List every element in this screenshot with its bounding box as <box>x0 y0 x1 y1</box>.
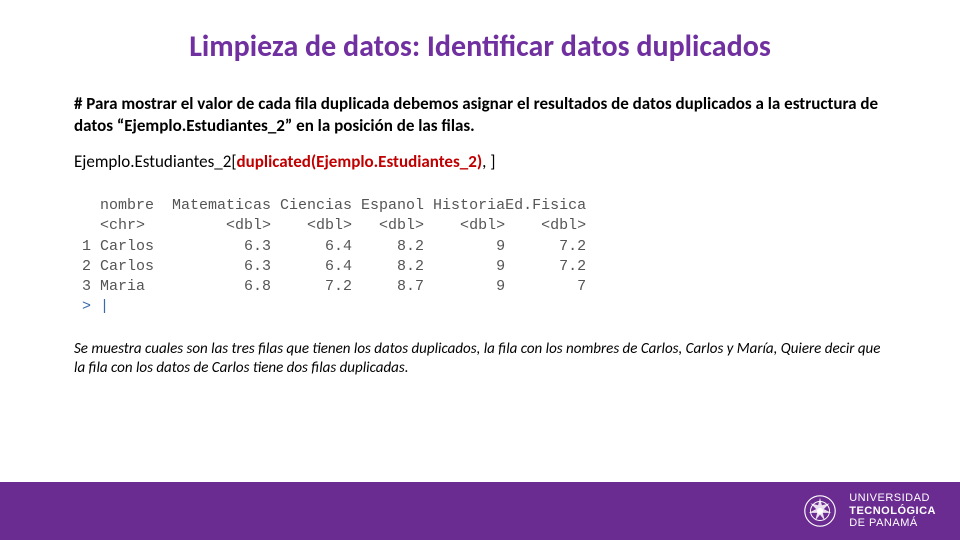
code-highlight: duplicated(Ejemplo.Estudiantes_2) <box>237 151 483 172</box>
intro-paragraph: # Para mostrar el valor de cada fila dup… <box>74 93 886 137</box>
console-output: nombre Matematicas Ciencias Espanol Hist… <box>74 190 694 328</box>
code-post: , ] <box>482 151 495 172</box>
university-logo: UNIVERSIDAD TECNOLÓGICA DE PANAMÁ <box>801 492 936 530</box>
code-line: Ejemplo.Estudiantes_2[duplicated(Ejemplo… <box>74 151 886 172</box>
caption-text: Se muestra cuales son las tres filas que… <box>74 332 886 379</box>
slide-title: Limpieza de datos: Identificar datos dup… <box>0 0 960 93</box>
footer-bar: UNIVERSIDAD TECNOLÓGICA DE PANAMÁ <box>0 482 960 540</box>
logo-mark-icon <box>801 492 839 530</box>
logo-line1: UNIVERSIDAD <box>849 492 936 505</box>
code-pre: Ejemplo.Estudiantes_2[ <box>74 151 237 172</box>
logo-line3: DE PANAMÁ <box>849 517 936 530</box>
slide-content: # Para mostrar el valor de cada fila dup… <box>0 93 960 379</box>
console-prompt: > | <box>82 298 109 315</box>
logo-text: UNIVERSIDAD TECNOLÓGICA DE PANAMÁ <box>849 492 936 530</box>
logo-line2: TECNOLÓGICA <box>849 505 936 518</box>
